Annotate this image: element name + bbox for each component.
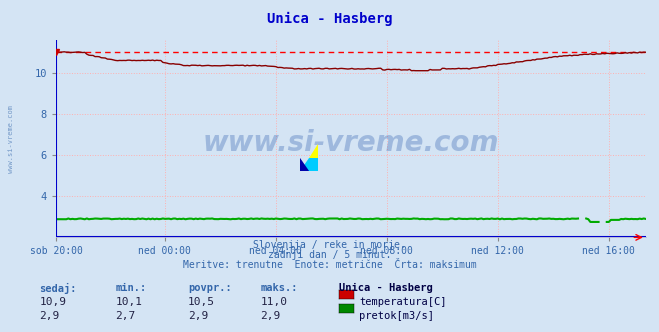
Text: temperatura[C]: temperatura[C] xyxy=(359,297,447,307)
Text: 11,0: 11,0 xyxy=(260,297,287,307)
Text: 2,9: 2,9 xyxy=(188,311,208,321)
Polygon shape xyxy=(309,144,318,158)
Text: Unica - Hasberg: Unica - Hasberg xyxy=(267,12,392,26)
Text: 10,9: 10,9 xyxy=(40,297,67,307)
Text: 2,7: 2,7 xyxy=(115,311,136,321)
Text: povpr.:: povpr.: xyxy=(188,283,231,293)
Polygon shape xyxy=(300,158,309,171)
Text: Unica - Hasberg: Unica - Hasberg xyxy=(339,283,433,293)
Text: sedaj:: sedaj: xyxy=(40,283,77,294)
Text: 10,5: 10,5 xyxy=(188,297,215,307)
Text: 10,1: 10,1 xyxy=(115,297,142,307)
Text: min.:: min.: xyxy=(115,283,146,293)
Text: 2,9: 2,9 xyxy=(40,311,60,321)
Polygon shape xyxy=(300,158,318,171)
Text: www.si-vreme.com: www.si-vreme.com xyxy=(8,106,14,173)
Text: Slovenija / reke in morje.: Slovenija / reke in morje. xyxy=(253,240,406,250)
Text: 2,9: 2,9 xyxy=(260,311,281,321)
Text: maks.:: maks.: xyxy=(260,283,298,293)
Text: www.si-vreme.com: www.si-vreme.com xyxy=(203,128,499,157)
Text: pretok[m3/s]: pretok[m3/s] xyxy=(359,311,434,321)
Text: Meritve: trenutne  Enote: metrične  Črta: maksimum: Meritve: trenutne Enote: metrične Črta: … xyxy=(183,260,476,270)
Text: zadnji dan / 5 minut.: zadnji dan / 5 minut. xyxy=(268,250,391,260)
